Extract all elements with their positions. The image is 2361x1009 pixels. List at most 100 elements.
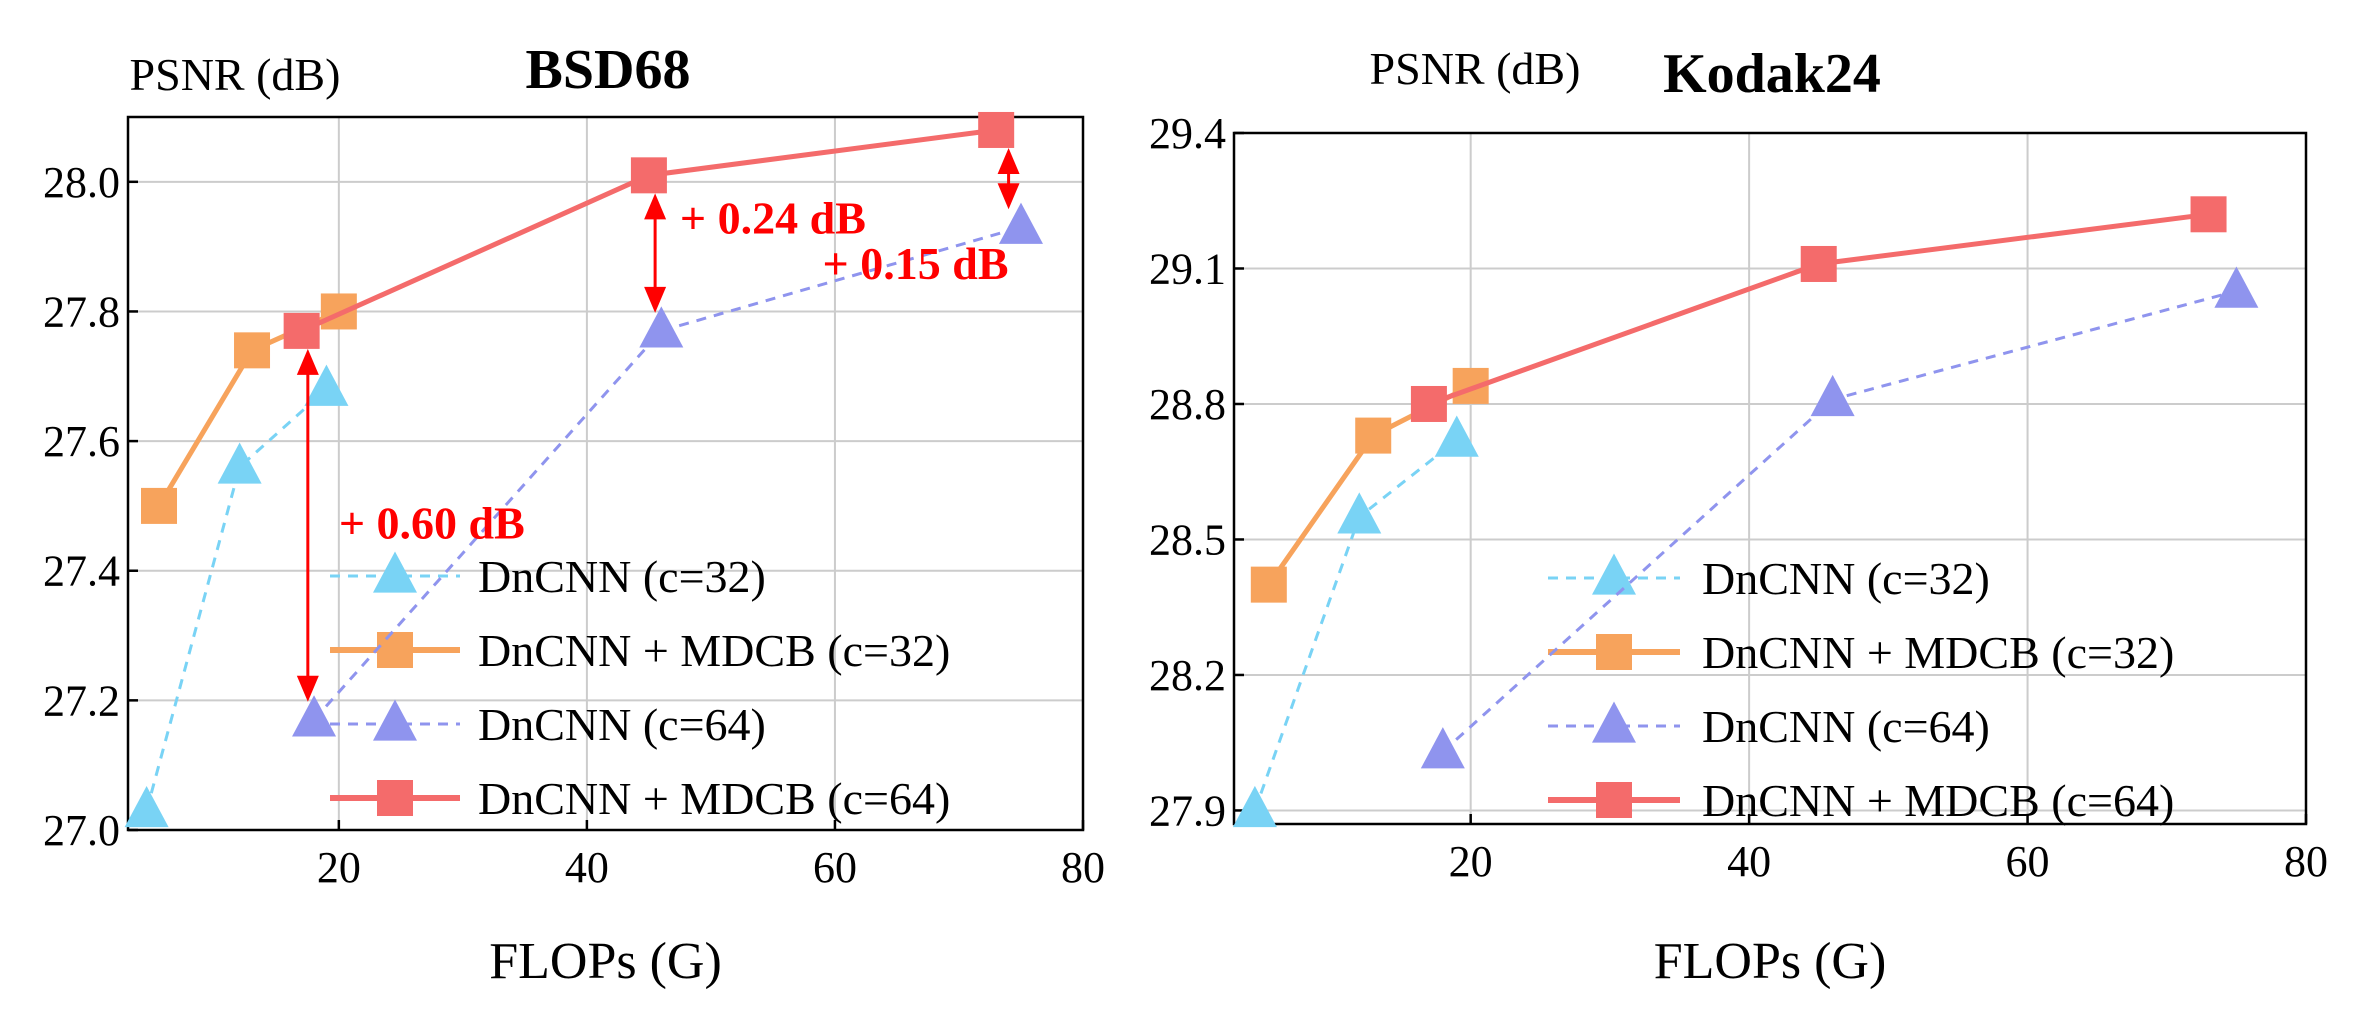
data-point-square <box>234 332 271 369</box>
legend-label: DnCNN (c=64) <box>1702 701 1990 752</box>
y-tick-label: 27.9 <box>1149 786 1226 835</box>
y-tick-label: 27.0 <box>43 806 120 855</box>
legend-label: DnCNN + MDCB (c=32) <box>478 625 950 676</box>
legend-marker-triangle <box>1592 701 1636 743</box>
data-point-triangle <box>639 306 684 348</box>
y-tick-label: 28.2 <box>1149 651 1226 700</box>
legend-entry: DnCNN (c=32) <box>330 551 766 602</box>
annotation: + 0.15 dB <box>823 147 1020 289</box>
data-point-square <box>1410 385 1447 422</box>
annotation-label: + 0.60 dB <box>339 497 525 548</box>
legend-entry: DnCNN (c=32) <box>1548 553 1990 604</box>
annotation-arrowhead <box>644 286 667 313</box>
legend-marker-square <box>1596 634 1632 670</box>
y-tick-label: 27.8 <box>43 287 120 336</box>
series-dncnn-c-64 <box>292 202 1043 737</box>
data-point-triangle <box>217 442 262 484</box>
legend-marker-triangle <box>373 699 417 741</box>
series-dncnn-c-32 <box>124 364 349 828</box>
annotation-arrowhead <box>296 675 319 702</box>
data-point-square <box>1355 417 1392 454</box>
data-point-triangle <box>1810 374 1855 417</box>
x-tick-label: 20 <box>317 843 361 892</box>
x-tick-label: 60 <box>2006 837 2050 886</box>
data-point-triangle <box>1232 785 1277 828</box>
annotation-arrowhead <box>997 183 1020 210</box>
legend-marker-square <box>377 632 413 668</box>
data-point-triangle <box>1337 492 1382 534</box>
data-point-square <box>978 111 1015 148</box>
legend-entry: DnCNN + MDCB (c=64) <box>1548 775 2174 826</box>
series-line <box>1253 438 1458 811</box>
legend-label: DnCNN + MDCB (c=32) <box>1702 627 2174 678</box>
legend-marker-square <box>1596 782 1632 818</box>
y-tick-label: 28.8 <box>1149 380 1226 429</box>
series-dncnn-c-32 <box>1232 415 1479 828</box>
data-point-triangle <box>304 364 349 406</box>
legend-label: DnCNN (c=32) <box>478 551 766 602</box>
y-axis-label: PSNR (dB) <box>130 49 341 100</box>
legend-label: DnCNN (c=32) <box>1702 553 1990 604</box>
x-tick-label: 20 <box>1449 837 1493 886</box>
legend-entry: DnCNN + MDCB (c=32) <box>330 625 950 676</box>
series-line <box>145 388 328 811</box>
data-point-square <box>283 312 320 349</box>
x-axis-label: FLOPs (G) <box>1654 933 1887 990</box>
series-dncnn-c-64 <box>1420 266 2259 769</box>
data-point-square <box>2190 196 2227 233</box>
annotation-arrowhead <box>997 147 1020 174</box>
x-tick-label: 60 <box>813 843 857 892</box>
data-point-square <box>630 157 667 194</box>
legend-entry: DnCNN (c=64) <box>330 699 766 750</box>
legend-marker-triangle <box>373 551 417 593</box>
data-point-triangle <box>124 786 169 828</box>
series-dncnn-mdcb-c-64 <box>283 111 1015 349</box>
bsd68-chart: 20 40 60 80 27.0 27.2 27.4 27.6 27.8 28.0 BSD68 PSN… <box>43 39 1105 990</box>
legend-marker-square <box>377 780 413 816</box>
data-point-square <box>1800 245 1837 282</box>
annotation-arrowhead <box>296 348 319 375</box>
data-point-square <box>1250 566 1287 603</box>
legend-entry: DnCNN + MDCB (c=32) <box>1548 627 2174 678</box>
legend-label: DnCNN (c=64) <box>478 699 766 750</box>
series-line <box>1428 211 2209 407</box>
data-point-square <box>141 487 178 524</box>
y-tick-label: 28.0 <box>43 158 120 207</box>
plot-frame <box>1232 131 2308 826</box>
annotation-label: + 0.15 dB <box>823 238 1009 289</box>
x-tick-label: 40 <box>1727 837 1771 886</box>
y-tick-label: 28.5 <box>1149 515 1226 564</box>
y-tick-label: 27.4 <box>43 547 120 596</box>
x-axis-label: FLOPs (G) <box>489 933 722 990</box>
x-tick-label: 80 <box>1061 843 1105 892</box>
y-tick-label: 29.1 <box>1149 244 1226 293</box>
plot-frame <box>126 115 1085 832</box>
y-axis-label: PSNR (dB) <box>1370 43 1581 94</box>
data-point-triangle <box>292 695 337 737</box>
annotation: + 0.60 dB <box>296 348 525 702</box>
x-tick-label: 40 <box>565 843 609 892</box>
series-line <box>1441 289 2237 753</box>
data-point-triangle <box>1420 727 1465 769</box>
y-tick-label: 29.4 <box>1149 109 1226 158</box>
data-point-square <box>320 293 357 330</box>
kodak24-chart: 20 40 60 80 27.9 28.2 28.5 28.8 29.1 29.4 Kodak24 P… <box>1149 43 2328 990</box>
data-point-triangle <box>1434 415 1479 457</box>
legend: DnCNN (c=32) DnCNN + MDCB (c=32) DnCNN (c=… <box>1548 553 2174 826</box>
legend-label: DnCNN + MDCB (c=64) <box>478 773 950 824</box>
annotation-arrowhead <box>644 193 667 220</box>
data-point-triangle <box>2214 266 2259 308</box>
legend-entry: DnCNN + MDCB (c=64) <box>330 773 950 824</box>
legend-entry: DnCNN (c=64) <box>1548 701 1990 752</box>
chart-title: Kodak24 <box>1663 43 1881 105</box>
legend-label: DnCNN + MDCB (c=64) <box>1702 775 2174 826</box>
legend-marker-triangle <box>1592 553 1636 595</box>
legend: DnCNN (c=32) DnCNN + MDCB (c=32) DnCNN (c=… <box>330 551 950 824</box>
x-tick-label: 80 <box>2284 837 2328 886</box>
annotation-label: + 0.24 dB <box>680 193 866 244</box>
y-tick-label: 27.6 <box>43 417 120 466</box>
series-dncnn-mdcb-c-32 <box>141 293 357 524</box>
annotation: + 0.24 dB <box>644 193 866 313</box>
chart-title: BSD68 <box>526 39 691 101</box>
